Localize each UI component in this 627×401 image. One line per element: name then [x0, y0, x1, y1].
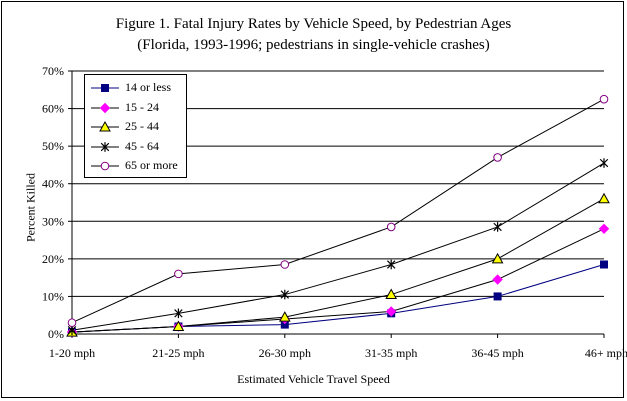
- y-tick-label: 50%: [42, 139, 64, 153]
- data-point: [280, 260, 290, 269]
- y-tick-label: 30%: [42, 214, 64, 228]
- data-point: [386, 222, 396, 232]
- x-axis-label: Estimated Vehicle Travel Speed: [237, 372, 390, 386]
- y-tick-label: 60%: [42, 102, 64, 116]
- legend-label: 65 or more: [125, 158, 178, 172]
- y-tick-label: 10%: [42, 289, 64, 303]
- legend-swatch: [91, 120, 119, 132]
- y-axis-label: Percent Killed: [23, 173, 38, 242]
- chart-subtitle: (Florida, 1993-1996; pedestrians in sing…: [137, 37, 490, 53]
- data-point: [600, 260, 608, 269]
- series-line: [71, 162, 605, 331]
- data-point: [67, 318, 77, 328]
- data-point: [385, 288, 398, 300]
- legend-item: 25 - 44: [89, 118, 187, 136]
- legend-label: 14 or less: [125, 80, 171, 94]
- series-line: [71, 198, 605, 333]
- x-tick-label: 26-30 mph: [259, 346, 311, 360]
- legend-swatch: [91, 161, 119, 171]
- legend-item: 45 - 64: [89, 138, 187, 156]
- series-line: [71, 264, 605, 333]
- data-point: [493, 222, 502, 232]
- data-point: [493, 292, 502, 301]
- legend-marker: [100, 141, 110, 152]
- legend-marker: [101, 84, 109, 92]
- x-tick-label: 21-25 mph: [152, 346, 204, 360]
- legend-swatch: [91, 102, 119, 113]
- data-point: [172, 320, 185, 331]
- data-point: [174, 308, 183, 319]
- y-tick-label: 20%: [42, 252, 64, 266]
- legend-marker: [99, 120, 111, 132]
- y-tick-label: 0%: [48, 327, 64, 341]
- data-point: [492, 274, 503, 285]
- x-tick-label: 31-35 mph: [365, 346, 417, 360]
- series-line: [71, 98, 605, 324]
- legend-label: 45 - 64: [125, 138, 159, 153]
- x-tick-label: 36-45 mph: [471, 346, 523, 360]
- x-tick-label: 1-20 mph: [49, 346, 95, 360]
- data-point: [386, 259, 396, 270]
- legend-item: 15 - 24: [89, 99, 187, 117]
- legend-label: 25 - 44: [125, 119, 159, 133]
- chart-title: Figure 1. Fatal Injury Rates by Vehicle …: [115, 16, 512, 32]
- legend-swatch: [91, 141, 119, 152]
- data-point: [174, 269, 183, 279]
- y-tick-label: 40%: [42, 177, 64, 191]
- data-point: [278, 311, 291, 322]
- data-point: [280, 289, 290, 300]
- legend-label: 15 - 24: [125, 99, 159, 114]
- legend-item: 14 or less: [89, 79, 187, 97]
- legend-item: 65 or more: [89, 157, 187, 175]
- data-point: [599, 158, 609, 168]
- legend-marker: [99, 102, 111, 113]
- data-point: [493, 153, 502, 162]
- data-point: [598, 223, 610, 235]
- y-tick-label: 70%: [42, 64, 64, 78]
- data-point: [491, 252, 504, 264]
- legend-marker: [100, 161, 110, 171]
- data-point: [598, 192, 610, 204]
- legend: 14 or less 15 - 24 25 - 44 45 - 64 65 or mor…: [84, 74, 187, 178]
- legend-swatch: [91, 84, 119, 92]
- x-tick-label: 46+ mph: [585, 346, 627, 360]
- data-point: [385, 306, 397, 317]
- data-point: [599, 94, 609, 104]
- data-point: [67, 325, 77, 336]
